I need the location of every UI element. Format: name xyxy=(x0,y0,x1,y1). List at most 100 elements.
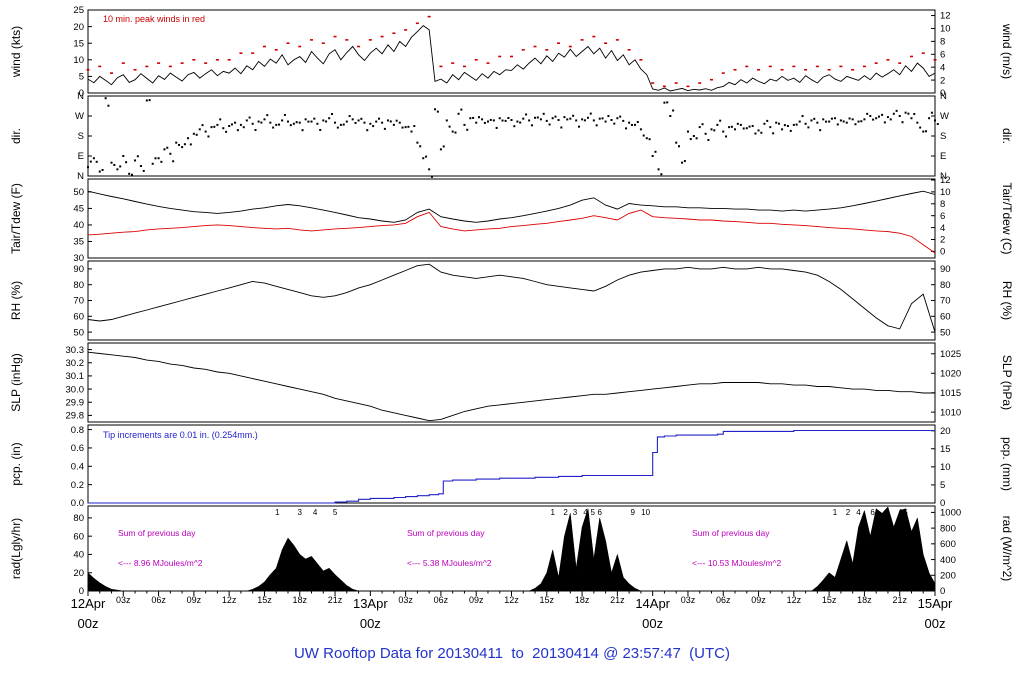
svg-text:10: 10 xyxy=(940,24,951,35)
panel-wind: 0 5 10 15 20 25 0 2 4 68 10 12 wind (kts) wind (m/s) xyxy=(9,5,1014,99)
svg-text:10: 10 xyxy=(73,55,84,66)
svg-text:800: 800 xyxy=(940,523,956,534)
svg-text:12z: 12z xyxy=(504,595,519,605)
svg-text:1000: 1000 xyxy=(940,508,961,519)
svg-text:S: S xyxy=(78,131,84,142)
svg-text:30.2: 30.2 xyxy=(66,358,85,369)
svg-text:40: 40 xyxy=(73,220,84,231)
svg-text:30.0: 30.0 xyxy=(66,384,85,395)
svg-text:60: 60 xyxy=(73,312,84,323)
day-sublabel: 00z xyxy=(642,616,663,631)
ylabel-right-pcp: pcp. (mm) xyxy=(1000,437,1014,491)
ylabel-right-rad: rad (W/m^2) xyxy=(1000,516,1014,582)
svg-text:0.2: 0.2 xyxy=(71,480,84,491)
ylabel-left-slp: SLP (inHg) xyxy=(9,353,23,411)
svg-text:18z: 18z xyxy=(292,595,307,605)
svg-text:12z: 12z xyxy=(222,595,237,605)
svg-text:09z: 09z xyxy=(751,595,766,605)
svg-text:50: 50 xyxy=(73,327,84,338)
ylabel-right-dir: dir. xyxy=(1000,128,1014,144)
svg-text:8: 8 xyxy=(940,199,945,210)
day-label: 14Apr xyxy=(635,596,670,611)
svg-text:1015: 1015 xyxy=(940,388,961,399)
svg-text:06z: 06z xyxy=(434,595,449,605)
svg-text:2: 2 xyxy=(563,508,568,517)
ylabel-left-pcp: pcp. (in) xyxy=(9,442,23,485)
svg-text:03z: 03z xyxy=(116,595,131,605)
svg-text:40: 40 xyxy=(73,550,84,561)
svg-text:N: N xyxy=(77,91,84,102)
svg-text:4: 4 xyxy=(856,508,861,517)
svg-text:0: 0 xyxy=(940,88,945,99)
day-sublabel: 00z xyxy=(925,616,946,631)
svg-text:10: 10 xyxy=(641,508,650,517)
svg-text:70: 70 xyxy=(73,296,84,307)
svg-text:15: 15 xyxy=(73,38,84,49)
ylabel-left-rad: rad(Lgly/hr) xyxy=(9,518,23,579)
ylabel-right-temp: Tair/Tdew (C) xyxy=(1000,182,1014,254)
svg-text:0.4: 0.4 xyxy=(71,461,84,472)
svg-text:25: 25 xyxy=(73,5,84,16)
svg-text:09z: 09z xyxy=(469,595,484,605)
svg-text:35: 35 xyxy=(73,237,84,248)
svg-text:5: 5 xyxy=(590,508,595,517)
svg-text:2: 2 xyxy=(846,508,851,517)
svg-text:4: 4 xyxy=(313,508,318,517)
svg-text:1: 1 xyxy=(275,508,280,517)
svg-text:N: N xyxy=(77,171,84,182)
panel-pcp: 0.0 0.2 0.4 0.6 0.8 0 5 10 15 20 pcp. (in) pcp. (mm… xyxy=(9,424,1014,509)
svg-text:90: 90 xyxy=(73,264,84,275)
panel-rh: 50 60 70 80 90 50 60 70 80 90 RH (%) RH (%) xyxy=(9,260,1014,341)
svg-text:0: 0 xyxy=(79,586,84,597)
svg-text:90: 90 xyxy=(940,264,951,275)
svg-text:18z: 18z xyxy=(575,595,590,605)
svg-text:5: 5 xyxy=(79,72,84,83)
svg-text:5: 5 xyxy=(940,480,945,491)
svg-text:2: 2 xyxy=(940,75,945,86)
svg-text:06z: 06z xyxy=(151,595,166,605)
svg-text:15: 15 xyxy=(940,444,951,455)
svg-text:0: 0 xyxy=(940,498,945,509)
svg-text:80: 80 xyxy=(940,280,951,291)
svg-text:12: 12 xyxy=(940,175,951,186)
ylabel-left-dir: dir. xyxy=(9,128,23,144)
svg-text:4: 4 xyxy=(940,62,945,73)
svg-text:09z: 09z xyxy=(187,595,202,605)
svg-text:0: 0 xyxy=(79,88,84,99)
svg-text:06z: 06z xyxy=(716,595,731,605)
svg-text:20: 20 xyxy=(73,22,84,33)
figure-title: UW Rooftop Data for 20130411 to 20130414… xyxy=(293,645,731,662)
svg-text:70: 70 xyxy=(940,296,951,307)
svg-text:30.1: 30.1 xyxy=(66,371,85,382)
svg-text:0: 0 xyxy=(940,586,945,597)
svg-text:1010: 1010 xyxy=(940,407,961,418)
svg-text:0.8: 0.8 xyxy=(71,425,84,436)
svg-text:5: 5 xyxy=(333,508,338,517)
svg-text:4: 4 xyxy=(940,223,945,234)
svg-text:50: 50 xyxy=(940,327,951,338)
svg-text:0.0: 0.0 xyxy=(71,498,84,509)
svg-text:21z: 21z xyxy=(892,595,907,605)
ylabel-left-rh: RH (%) xyxy=(9,281,23,320)
day-label: 15Apr xyxy=(918,596,953,611)
svg-text:03z: 03z xyxy=(398,595,413,605)
svg-text:6: 6 xyxy=(598,508,603,517)
svg-text:3: 3 xyxy=(573,508,578,517)
svg-text:80: 80 xyxy=(73,513,84,524)
svg-text:60: 60 xyxy=(940,312,951,323)
svg-text:21z: 21z xyxy=(328,595,343,605)
ylabel-right-slp: SLP (hPa) xyxy=(1000,355,1014,410)
svg-text:1020: 1020 xyxy=(940,368,961,379)
svg-text:29.9: 29.9 xyxy=(66,397,85,408)
svg-text:W: W xyxy=(75,111,84,122)
svg-text:200: 200 xyxy=(940,570,956,581)
svg-text:30.3: 30.3 xyxy=(66,345,85,356)
svg-text:1: 1 xyxy=(550,508,555,517)
panel-slp: 29.8 29.9 30.0 30.1 30.2 30.3 1010 1015 1020 1025… xyxy=(9,342,1014,423)
svg-text:3: 3 xyxy=(298,508,303,517)
svg-text:03z: 03z xyxy=(681,595,696,605)
